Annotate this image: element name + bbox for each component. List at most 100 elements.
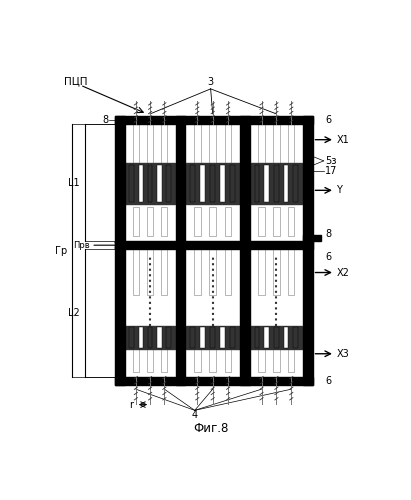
Bar [162, 340, 167, 372]
Bar [255, 165, 259, 202]
Bar [250, 326, 302, 349]
Text: X3: X3 [337, 349, 349, 359]
Text: 6: 6 [326, 376, 331, 386]
Text: L2: L2 [68, 308, 80, 318]
Bar [139, 327, 143, 347]
Text: L1: L1 [68, 178, 80, 188]
Bar [220, 165, 225, 202]
Bar [250, 250, 303, 377]
Bar [148, 165, 152, 202]
Bar [133, 250, 139, 296]
Bar [284, 165, 289, 202]
Bar [115, 377, 312, 386]
Bar [288, 207, 295, 236]
Text: Y: Y [337, 186, 342, 196]
Bar [210, 165, 215, 202]
Bar [194, 124, 201, 166]
Bar [225, 250, 231, 296]
Bar [166, 327, 171, 347]
Text: Гр: Гр [55, 246, 67, 256]
Bar [293, 165, 298, 202]
Bar [240, 116, 250, 386]
Bar [230, 165, 235, 202]
Bar [303, 116, 312, 386]
Text: Фиг.8: Фиг.8 [193, 422, 229, 436]
Bar [259, 124, 265, 166]
Bar [200, 327, 205, 347]
Bar [166, 165, 171, 202]
Bar [194, 207, 201, 236]
Bar [147, 124, 153, 166]
Bar [274, 165, 279, 202]
Bar [186, 326, 240, 349]
Bar [115, 241, 312, 250]
Bar [133, 207, 139, 236]
Bar [190, 165, 195, 202]
Bar [255, 327, 259, 347]
Text: X1: X1 [337, 134, 349, 144]
Bar [129, 327, 134, 347]
Bar [125, 163, 175, 203]
Bar [185, 124, 240, 241]
Bar [162, 124, 167, 166]
Bar [259, 340, 265, 372]
Bar [250, 163, 302, 203]
Text: r: r [129, 400, 133, 409]
Bar [225, 124, 231, 166]
Text: ПЦП: ПЦП [64, 76, 88, 86]
Bar [125, 250, 175, 377]
Bar [209, 124, 216, 166]
Bar [139, 165, 143, 202]
Text: 8: 8 [103, 115, 109, 125]
Text: X2: X2 [337, 268, 349, 278]
Bar [125, 326, 175, 349]
Bar [147, 250, 153, 296]
Bar [284, 327, 289, 347]
Bar [273, 207, 279, 236]
Bar [259, 207, 265, 236]
Text: 6: 6 [326, 115, 331, 125]
Bar [194, 340, 201, 372]
Bar [259, 250, 265, 296]
Bar [209, 207, 216, 236]
Bar [147, 207, 153, 236]
Bar [186, 163, 240, 203]
Text: 8: 8 [326, 229, 331, 239]
Bar [303, 235, 321, 241]
Bar [273, 124, 279, 166]
Bar [288, 124, 295, 166]
Bar [273, 340, 279, 372]
Bar [133, 124, 139, 166]
Text: 4: 4 [192, 410, 198, 420]
Bar [194, 250, 201, 296]
Bar [129, 165, 134, 202]
Bar [209, 250, 216, 296]
Bar [125, 124, 175, 241]
Bar [230, 327, 235, 347]
Text: 5з: 5з [326, 156, 337, 166]
Bar [210, 327, 215, 347]
Bar [162, 250, 167, 296]
Text: 17: 17 [326, 166, 338, 176]
Text: 6: 6 [326, 252, 331, 262]
Text: 3: 3 [208, 77, 214, 87]
Bar [200, 165, 205, 202]
Bar [209, 340, 216, 372]
Bar [157, 327, 162, 347]
Bar [250, 124, 303, 241]
Bar [264, 165, 269, 202]
Bar [225, 207, 231, 236]
Bar [147, 340, 153, 372]
Bar [157, 165, 162, 202]
Bar [288, 250, 295, 296]
Bar [185, 250, 240, 377]
Bar [148, 327, 152, 347]
Bar [274, 327, 279, 347]
Text: Прв: Прв [73, 240, 90, 250]
Bar [293, 327, 298, 347]
Bar [175, 116, 185, 386]
Bar [264, 327, 269, 347]
Bar [162, 207, 167, 236]
Bar [288, 340, 295, 372]
Bar [190, 327, 195, 347]
